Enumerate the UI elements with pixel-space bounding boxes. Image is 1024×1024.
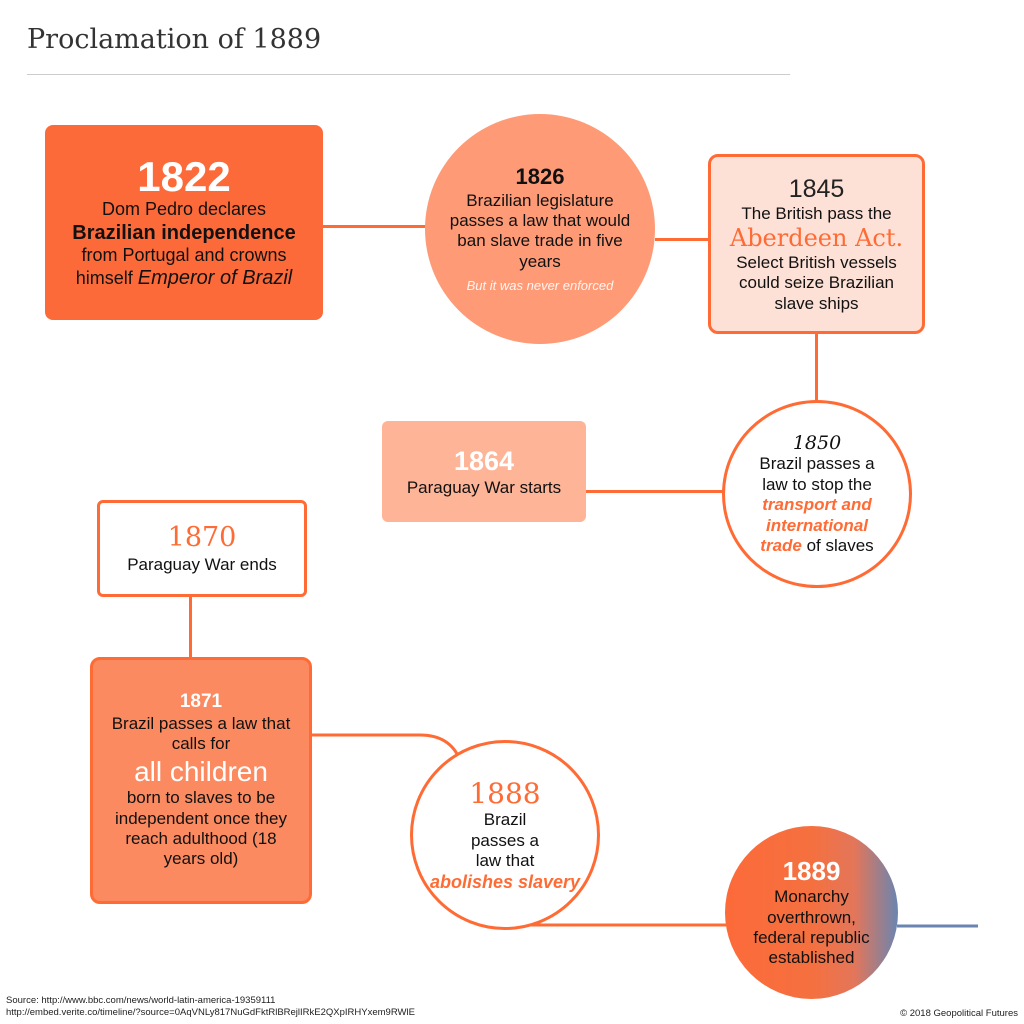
event-text: from Portugal and crowns <box>81 244 287 265</box>
event-year: 1822 <box>137 152 231 200</box>
event-text: Brazil passes a law that <box>470 810 540 871</box>
event-highlight: Aberdeen Act. <box>729 224 904 253</box>
event-highlight: abolishes slavery <box>429 871 581 892</box>
connector <box>815 334 818 402</box>
event-year: 1864 <box>453 446 515 477</box>
event-text: Monarchy overthrown, federal republic es… <box>753 887 870 968</box>
page-title: Proclamation of 1889 <box>27 24 322 55</box>
connector <box>585 490 723 493</box>
event-1888: 1888 Brazil passes a law that abolishes … <box>410 740 600 930</box>
event-text: Select British vessels could seize Brazi… <box>736 253 897 313</box>
event-text: Paraguay War ends <box>127 554 277 574</box>
source-link[interactable]: Source: http://www.bbc.com/news/world-la… <box>6 995 276 1006</box>
event-1850: 1850 Brazil passes a law to stop the tra… <box>722 400 912 588</box>
event-1822: 1822 Dom Pedro declares Brazilian indepe… <box>45 125 323 320</box>
event-year: 1889 <box>782 856 841 887</box>
connector <box>655 238 710 241</box>
copyright: © 2018 Geopolitical Futures <box>900 1008 1018 1019</box>
connector <box>189 597 192 659</box>
connector <box>323 225 428 228</box>
event-text: Brazil passes a law to stop the <box>759 454 875 494</box>
event-1870: 1870 Paraguay War ends <box>97 500 307 597</box>
event-1889: 1889 Monarchy overthrown, federal republ… <box>725 826 898 999</box>
event-year: 1826 <box>515 164 565 190</box>
source-link[interactable]: http://embed.verite.co/timeline/?source=… <box>6 1007 415 1019</box>
event-1864: 1864 Paraguay War starts <box>382 421 586 522</box>
event-text: The British pass the <box>741 203 892 223</box>
event-year: 1871 <box>179 691 223 713</box>
event-text: Brazil passes a law that calls for <box>111 713 291 754</box>
event-text: of slaves <box>801 535 874 555</box>
event-text: Dom Pedro declares <box>101 198 267 219</box>
event-highlight: transport and international trade <box>760 495 872 555</box>
event-highlight: Brazilian independence <box>72 221 296 244</box>
event-1845: 1845 The British pass the Aberdeen Act. … <box>708 154 925 334</box>
event-year: 1888 <box>469 776 541 810</box>
event-highlight: all children <box>134 755 268 787</box>
title-divider <box>27 74 790 75</box>
source-citation: Source: http://www.bbc.com/news/world-la… <box>6 995 415 1020</box>
event-note: But it was never enforced <box>466 278 614 294</box>
event-text: Paraguay War starts <box>406 477 562 497</box>
event-1826: 1826 Brazilian legislature passes a law … <box>425 114 655 344</box>
event-year: 1850 <box>792 431 842 454</box>
event-year: 1845 <box>788 174 845 203</box>
event-1871: 1871 Brazil passes a law that calls for … <box>90 657 312 904</box>
event-year: 1870 <box>167 522 237 554</box>
event-text: born to slaves to be independent once th… <box>114 788 288 869</box>
event-text: Brazilian legislature passes a law that … <box>449 190 631 271</box>
event-text: himself <box>75 268 138 289</box>
event-highlight: Emperor of Brazil <box>137 267 293 290</box>
